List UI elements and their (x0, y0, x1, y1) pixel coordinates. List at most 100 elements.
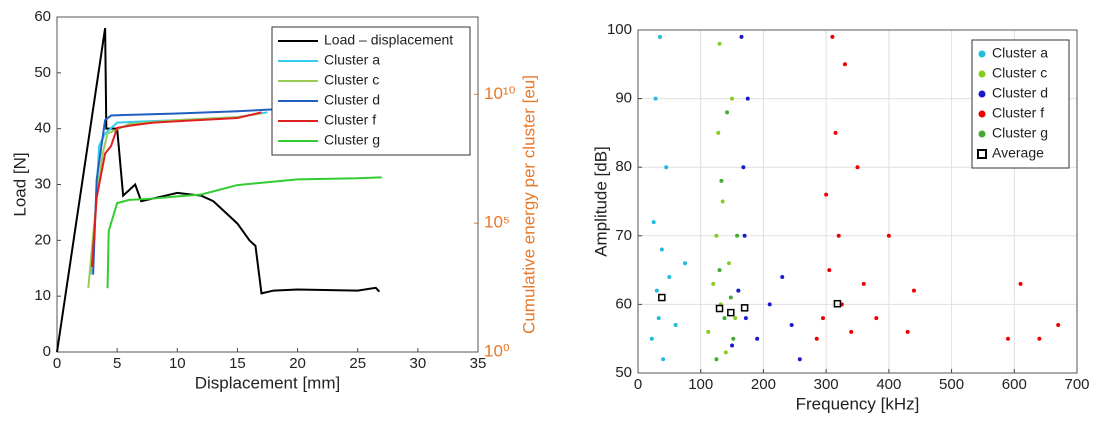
point (814, 336, 819, 341)
x-tick-label: 0 (634, 376, 642, 393)
point (855, 165, 860, 170)
point (1006, 336, 1011, 341)
point (719, 178, 724, 183)
point (861, 281, 866, 286)
point (733, 316, 738, 321)
point (654, 288, 659, 293)
point (720, 199, 725, 204)
plot-frame (56, 16, 479, 353)
legend-label: Load – displacement (324, 32, 453, 48)
point (780, 274, 785, 279)
legend-label: Cluster g (324, 132, 380, 148)
point (726, 261, 731, 266)
x-tick-label: 10 (169, 355, 186, 372)
series-line (92, 108, 274, 275)
y-tick-label: 10 (34, 287, 51, 304)
point (673, 322, 678, 327)
x-tick-label: 200 (751, 376, 776, 393)
point (836, 233, 841, 238)
y2-tick-label: 10⁰ (484, 341, 510, 360)
point (731, 336, 736, 341)
point (706, 329, 711, 334)
x-tick-label: 15 (229, 355, 246, 372)
x-tick-label: 30 (410, 355, 427, 372)
legend-label: Cluster g (992, 125, 1048, 141)
point (730, 343, 735, 348)
point (659, 247, 664, 252)
legend-swatch (978, 50, 986, 58)
point (911, 288, 916, 293)
point (842, 62, 847, 67)
y-tick-label: 20 (34, 231, 51, 248)
x-tick-label: 600 (1002, 376, 1027, 393)
x-tick-label: 35 (470, 355, 487, 372)
average-marker (715, 304, 724, 313)
point (905, 329, 910, 334)
point (714, 233, 719, 238)
x-tick-label: 5 (113, 355, 121, 372)
point (656, 316, 661, 321)
point (716, 130, 721, 135)
y2-tick-label: 10⁵ (484, 213, 510, 232)
series-line (56, 28, 381, 353)
legend-label: Cluster c (324, 72, 379, 88)
point (664, 165, 669, 170)
legend-box (271, 26, 471, 156)
x-tick-label: 700 (1064, 376, 1089, 393)
point (886, 233, 891, 238)
point (849, 329, 854, 334)
point (657, 34, 662, 39)
y-tick-label: 80 (615, 158, 632, 175)
y2-tick-label: 10¹⁰ (484, 84, 516, 103)
x-axis-label: Frequency [kHz] (796, 394, 920, 413)
point (714, 357, 719, 362)
point (789, 322, 794, 327)
point (649, 336, 654, 341)
point (745, 96, 750, 101)
x-tick-label: 25 (349, 355, 366, 372)
legend-label: Cluster c (992, 65, 1047, 81)
legend-label: Cluster d (992, 85, 1048, 101)
series-line (106, 176, 382, 289)
legend-label: Average (992, 145, 1044, 161)
x-tick-label: 100 (688, 376, 713, 393)
point (717, 41, 722, 46)
x-tick-label: 300 (814, 376, 839, 393)
series-line (87, 112, 262, 289)
point (824, 192, 829, 197)
point (1018, 281, 1023, 286)
y-tick-label: 0 (43, 343, 51, 360)
point (711, 281, 716, 286)
point (743, 316, 748, 321)
point (736, 288, 741, 293)
legend-swatch (978, 70, 986, 78)
legend-label: Cluster f (992, 105, 1044, 121)
point (722, 316, 727, 321)
point (667, 274, 672, 279)
legend-label: Cluster a (324, 52, 380, 68)
legend-label: Cluster f (324, 112, 376, 128)
x-tick-label: 20 (289, 355, 306, 372)
legend-swatch (977, 149, 987, 159)
point (661, 357, 666, 362)
point (728, 295, 733, 300)
y-tick-label: 50 (615, 364, 632, 381)
point (741, 165, 746, 170)
point (725, 110, 730, 115)
legend-label: Cluster a (992, 45, 1048, 61)
point (821, 316, 826, 321)
point (767, 302, 772, 307)
point (723, 350, 728, 355)
point (739, 34, 744, 39)
point (827, 268, 832, 273)
x-axis-label: Displacement [mm] (195, 373, 340, 392)
point (717, 268, 722, 273)
x-tick-label: 500 (939, 376, 964, 393)
legend-swatch (978, 130, 986, 138)
series-line (90, 111, 262, 268)
point (874, 316, 879, 321)
average-marker (833, 299, 842, 308)
point (755, 336, 760, 341)
point (833, 130, 838, 135)
